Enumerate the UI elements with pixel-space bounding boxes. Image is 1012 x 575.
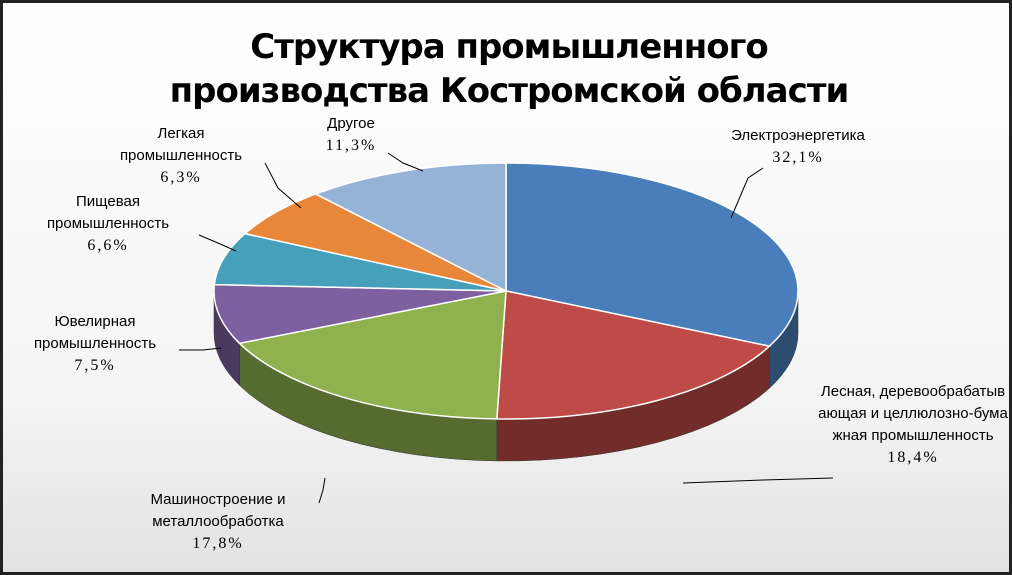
- value-label: 7,5%: [74, 357, 116, 374]
- category-label: Другое: [327, 115, 375, 132]
- slice-label: Лесная, деревообрабатывающая и целлюлозн…: [818, 381, 1008, 469]
- category-label: Легкая промышленность: [119, 125, 243, 164]
- chart-title: Структура промышленного производства Кос…: [169, 27, 850, 111]
- value-label: 32,1%: [772, 149, 824, 166]
- slice: [213, 232, 507, 292]
- pie-area: [179, 152, 834, 504]
- category-label: Машиностроение и металлообработка: [150, 491, 286, 530]
- category-label: Лесная, деревообрабатывающая и целлюлозн…: [818, 383, 1008, 444]
- pie: [213, 162, 799, 462]
- slice-label: Ювелирная промышленность 7,5%: [10, 311, 180, 377]
- value-label: 11,3%: [325, 137, 377, 154]
- slice-label: Легкая промышленность 6,3%: [96, 123, 266, 189]
- value-label: 17,8%: [192, 535, 244, 552]
- slice: [313, 162, 507, 293]
- slice: [243, 193, 507, 292]
- slice-label: Пищевая промышленность 6,6%: [18, 191, 198, 257]
- slice: [213, 283, 507, 345]
- slice-label: Электроэнергетика 32,1%: [688, 125, 908, 169]
- leader-lines: [179, 152, 834, 504]
- slice: [237, 290, 507, 420]
- slice: [496, 290, 772, 420]
- slice-label: Другое 11,3%: [291, 113, 411, 157]
- category-label: Ювелирная промышленность: [33, 313, 157, 352]
- value-label: 6,3%: [160, 169, 202, 186]
- slice-label: Машиностроение и металлообработка 17,8%: [108, 489, 328, 555]
- value-label: 6,6%: [87, 237, 129, 254]
- value-label: 18,4%: [887, 449, 939, 466]
- slice: [505, 162, 799, 348]
- category-label: Электроэнергетика: [731, 127, 865, 144]
- category-label: Пищевая промышленность: [46, 193, 170, 232]
